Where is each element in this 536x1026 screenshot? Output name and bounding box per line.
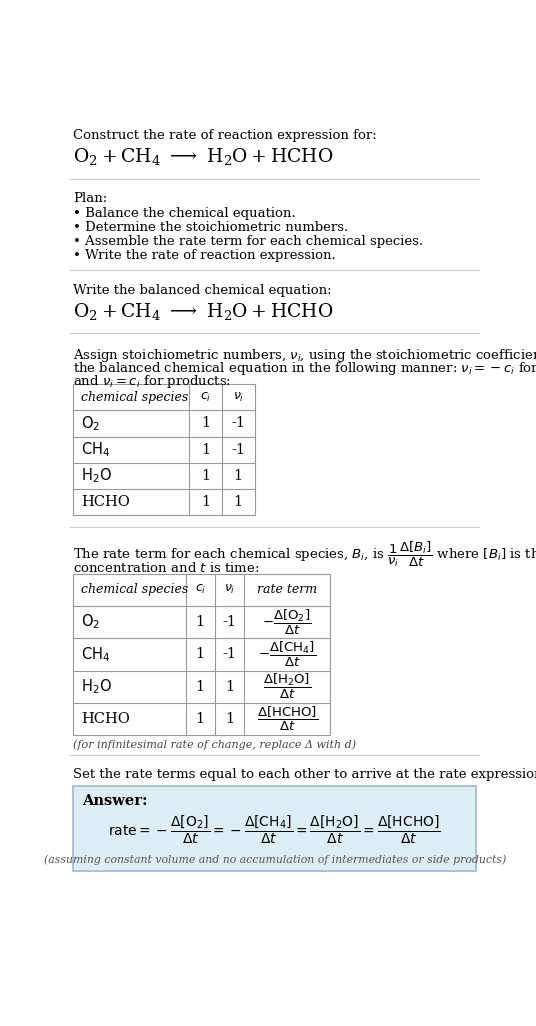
Text: 1: 1 — [225, 712, 234, 726]
Text: Set the rate terms equal to each other to arrive at the rate expression:: Set the rate terms equal to each other t… — [73, 767, 536, 781]
Text: Assign stoichiometric numbers, $\nu_i$, using the stoichiometric coefficients, $: Assign stoichiometric numbers, $\nu_i$, … — [73, 347, 536, 364]
Text: $\mathrm{H_2O}$: $\mathrm{H_2O}$ — [81, 467, 112, 485]
Text: -1: -1 — [223, 647, 237, 662]
Text: $\mathdefault{O_2 + CH_4\ \longrightarrow\ H_2O + HCHO}$: $\mathdefault{O_2 + CH_4\ \longrightarro… — [73, 147, 334, 167]
Text: (assuming constant volume and no accumulation of intermediates or side products): (assuming constant volume and no accumul… — [43, 854, 506, 865]
Text: 1: 1 — [234, 469, 243, 483]
Text: $\nu_i$: $\nu_i$ — [233, 391, 244, 404]
Text: 1: 1 — [201, 442, 210, 457]
Text: 1: 1 — [196, 680, 205, 694]
Text: $\mathrm{H_2O}$: $\mathrm{H_2O}$ — [81, 677, 112, 696]
Text: $\mathrm{O_2}$: $\mathrm{O_2}$ — [81, 415, 100, 433]
Text: $\mathrm{CH_4}$: $\mathrm{CH_4}$ — [81, 440, 110, 459]
Text: chemical species: chemical species — [81, 391, 188, 404]
Text: 1: 1 — [201, 469, 210, 483]
FancyBboxPatch shape — [73, 786, 476, 871]
Text: $\dfrac{\Delta[\mathrm{H_2O}]}{\Delta t}$: $\dfrac{\Delta[\mathrm{H_2O}]}{\Delta t}… — [263, 672, 311, 702]
Text: • Balance the chemical equation.: • Balance the chemical equation. — [73, 207, 296, 220]
Text: • Write the rate of reaction expression.: • Write the rate of reaction expression. — [73, 248, 336, 262]
Text: the balanced chemical equation in the following manner: $\nu_i = -c_i$ for react: the balanced chemical equation in the fo… — [73, 360, 536, 378]
Text: 1: 1 — [196, 647, 205, 662]
Text: • Assemble the rate term for each chemical species.: • Assemble the rate term for each chemic… — [73, 235, 423, 247]
FancyBboxPatch shape — [73, 384, 255, 515]
Text: 1: 1 — [201, 417, 210, 431]
Text: concentration and $t$ is time:: concentration and $t$ is time: — [73, 561, 259, 576]
Text: $\nu_i$: $\nu_i$ — [224, 583, 235, 596]
Text: 1: 1 — [196, 615, 205, 629]
Text: HCHO: HCHO — [81, 495, 130, 509]
Text: 1: 1 — [196, 712, 205, 726]
Text: -1: -1 — [231, 417, 245, 431]
Text: Answer:: Answer: — [83, 794, 148, 807]
Text: Construct the rate of reaction expression for:: Construct the rate of reaction expressio… — [73, 129, 377, 143]
Text: $\mathrm{CH_4}$: $\mathrm{CH_4}$ — [81, 645, 110, 664]
Text: 1: 1 — [234, 495, 243, 509]
Text: $\mathrm{rate} = -\dfrac{\Delta[\mathrm{O_2}]}{\Delta t} = -\dfrac{\Delta[\mathr: $\mathrm{rate} = -\dfrac{\Delta[\mathrm{… — [108, 814, 441, 846]
Text: 1: 1 — [225, 680, 234, 694]
Text: $-\dfrac{\Delta[\mathrm{CH_4}]}{\Delta t}$: $-\dfrac{\Delta[\mathrm{CH_4}]}{\Delta t… — [258, 640, 316, 669]
Text: 1: 1 — [201, 495, 210, 509]
Text: -1: -1 — [223, 615, 237, 629]
Text: $c_i$: $c_i$ — [195, 583, 206, 596]
Text: and $\nu_i = c_i$ for products:: and $\nu_i = c_i$ for products: — [73, 373, 231, 390]
Text: $\mathrm{O_2}$: $\mathrm{O_2}$ — [81, 613, 100, 631]
Text: • Determine the stoichiometric numbers.: • Determine the stoichiometric numbers. — [73, 221, 348, 234]
Text: -1: -1 — [231, 442, 245, 457]
Text: chemical species: chemical species — [81, 583, 188, 596]
Text: $\dfrac{\Delta[\mathrm{HCHO}]}{\Delta t}$: $\dfrac{\Delta[\mathrm{HCHO}]}{\Delta t}… — [257, 705, 318, 734]
Text: Write the balanced chemical equation:: Write the balanced chemical equation: — [73, 284, 332, 298]
Text: $c_i$: $c_i$ — [200, 391, 211, 404]
Text: Plan:: Plan: — [73, 193, 107, 205]
FancyBboxPatch shape — [73, 574, 330, 736]
Text: rate term: rate term — [257, 583, 317, 596]
Text: The rate term for each chemical species, $B_i$, is $\dfrac{1}{\nu_i}\dfrac{\Delt: The rate term for each chemical species,… — [73, 540, 536, 569]
Text: HCHO: HCHO — [81, 712, 130, 726]
Text: $\mathdefault{O_2 + CH_4\ \longrightarrow\ H_2O + HCHO}$: $\mathdefault{O_2 + CH_4\ \longrightarro… — [73, 301, 334, 322]
Text: (for infinitesimal rate of change, replace Δ with d): (for infinitesimal rate of change, repla… — [73, 740, 356, 750]
Text: $-\dfrac{\Delta[\mathrm{O_2}]}{\Delta t}$: $-\dfrac{\Delta[\mathrm{O_2}]}{\Delta t}… — [263, 607, 312, 637]
